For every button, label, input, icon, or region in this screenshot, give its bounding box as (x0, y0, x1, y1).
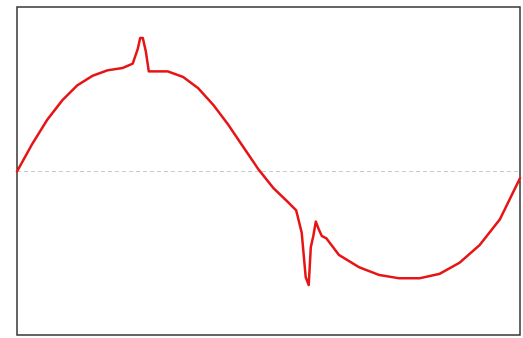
series-layer (15, 36, 522, 287)
series-line-1 (15, 36, 522, 287)
plot-area-frame (16, 6, 521, 336)
